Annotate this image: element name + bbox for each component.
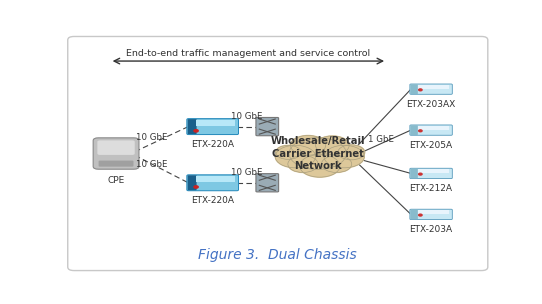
Text: End-to-end traffic management and service control: End-to-end traffic management and servic…	[126, 49, 370, 57]
FancyBboxPatch shape	[413, 210, 449, 214]
Circle shape	[300, 155, 340, 177]
FancyBboxPatch shape	[256, 117, 279, 136]
Circle shape	[291, 136, 326, 155]
Circle shape	[321, 156, 352, 172]
Text: Wholesale/Retail
Carrier Ethernet
Network: Wholesale/Retail Carrier Ethernet Networ…	[270, 136, 365, 171]
Circle shape	[288, 156, 318, 172]
FancyBboxPatch shape	[413, 169, 449, 173]
FancyBboxPatch shape	[188, 175, 197, 190]
FancyBboxPatch shape	[410, 209, 418, 219]
Text: CPE: CPE	[107, 176, 125, 185]
Circle shape	[419, 214, 422, 216]
Text: ETX-212A: ETX-212A	[410, 184, 453, 193]
Text: ETX-203AX: ETX-203AX	[406, 100, 456, 109]
Text: 10 GbE: 10 GbE	[231, 112, 263, 121]
FancyBboxPatch shape	[68, 36, 488, 271]
FancyBboxPatch shape	[256, 174, 279, 192]
Circle shape	[419, 130, 422, 132]
FancyBboxPatch shape	[410, 168, 418, 178]
FancyBboxPatch shape	[187, 119, 238, 135]
Circle shape	[194, 130, 198, 132]
FancyBboxPatch shape	[187, 175, 238, 191]
Circle shape	[275, 145, 315, 168]
FancyBboxPatch shape	[410, 125, 418, 135]
FancyBboxPatch shape	[410, 84, 418, 94]
FancyBboxPatch shape	[98, 140, 135, 155]
FancyBboxPatch shape	[410, 84, 453, 94]
Circle shape	[419, 173, 422, 175]
Text: 10 GbE: 10 GbE	[231, 168, 263, 177]
Text: ETX-203A: ETX-203A	[410, 225, 453, 234]
FancyBboxPatch shape	[99, 161, 133, 167]
FancyBboxPatch shape	[410, 125, 453, 135]
FancyBboxPatch shape	[410, 168, 453, 178]
Circle shape	[338, 145, 365, 160]
FancyBboxPatch shape	[196, 120, 235, 126]
Circle shape	[194, 186, 198, 188]
Circle shape	[315, 136, 349, 155]
Circle shape	[419, 89, 422, 91]
Circle shape	[289, 138, 346, 169]
Text: 10 GbE: 10 GbE	[136, 160, 167, 169]
Circle shape	[276, 145, 301, 159]
Text: ETX-220A: ETX-220A	[191, 196, 234, 206]
FancyBboxPatch shape	[188, 119, 197, 134]
FancyBboxPatch shape	[413, 85, 449, 89]
FancyBboxPatch shape	[196, 176, 235, 182]
FancyBboxPatch shape	[93, 138, 139, 169]
Circle shape	[324, 145, 364, 168]
Text: ETX-220A: ETX-220A	[191, 140, 234, 149]
Text: 10 GbE: 10 GbE	[136, 133, 167, 142]
FancyBboxPatch shape	[413, 126, 449, 130]
Text: ETX-205A: ETX-205A	[410, 141, 453, 150]
FancyBboxPatch shape	[410, 209, 453, 219]
Text: 1 GbE: 1 GbE	[367, 135, 393, 144]
Text: Figure 3.  Dual Chassis: Figure 3. Dual Chassis	[198, 248, 357, 262]
